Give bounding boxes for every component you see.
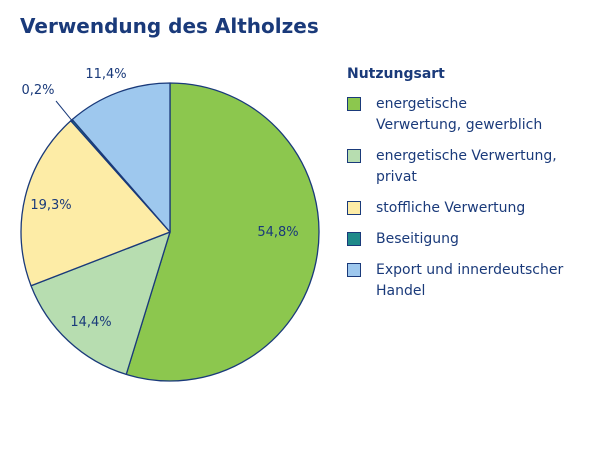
legend-label: energetische Verwertung, gewerblich <box>376 96 543 133</box>
pie-chart: 54,8% 14,4% 19,3% 0,2% 11,4% <box>20 67 320 382</box>
legend-label: stoffliche Verwertung <box>376 200 526 216</box>
legend-swatch <box>347 263 361 277</box>
legend-item-energetisch-gewerblich: energetische Verwertung, gewerblich <box>347 94 597 136</box>
slice-value-label: 0,2% <box>21 83 54 98</box>
slice-value-label: 14,4% <box>70 315 111 330</box>
slice-value-label: 11,4% <box>85 67 126 82</box>
legend-swatch <box>347 97 361 111</box>
legend-item-beseitigung: Beseitigung <box>347 229 597 250</box>
legend-item-energetisch-privat: energetische Verwertung, privat <box>347 146 597 188</box>
pie-slice <box>20 120 171 287</box>
legend-label: Beseitigung <box>376 231 459 247</box>
pie-slice <box>30 231 171 376</box>
legend-title: Nutzungsart <box>347 66 445 82</box>
chart-title: Verwendung des Altholzes <box>20 14 319 38</box>
legend-swatch <box>347 149 361 163</box>
pie-slice <box>125 82 320 382</box>
legend-item-stofflich: stoffliche Verwertung <box>347 198 597 219</box>
legend-item-export: Export und innerdeutscher Handel <box>347 260 597 302</box>
slice-value-label: 19,3% <box>30 198 71 213</box>
pie-slice <box>71 82 171 233</box>
legend-swatch <box>347 232 361 246</box>
legend: Nutzungsart energetische Verwertung, gewe… <box>347 66 597 312</box>
legend-label: energetische Verwertung, privat <box>376 148 557 185</box>
legend-swatch <box>347 201 361 215</box>
slice-value-label: 54,8% <box>257 225 298 240</box>
legend-label: Export und innerdeutscher Handel <box>376 262 564 299</box>
leader-line <box>55 100 74 122</box>
